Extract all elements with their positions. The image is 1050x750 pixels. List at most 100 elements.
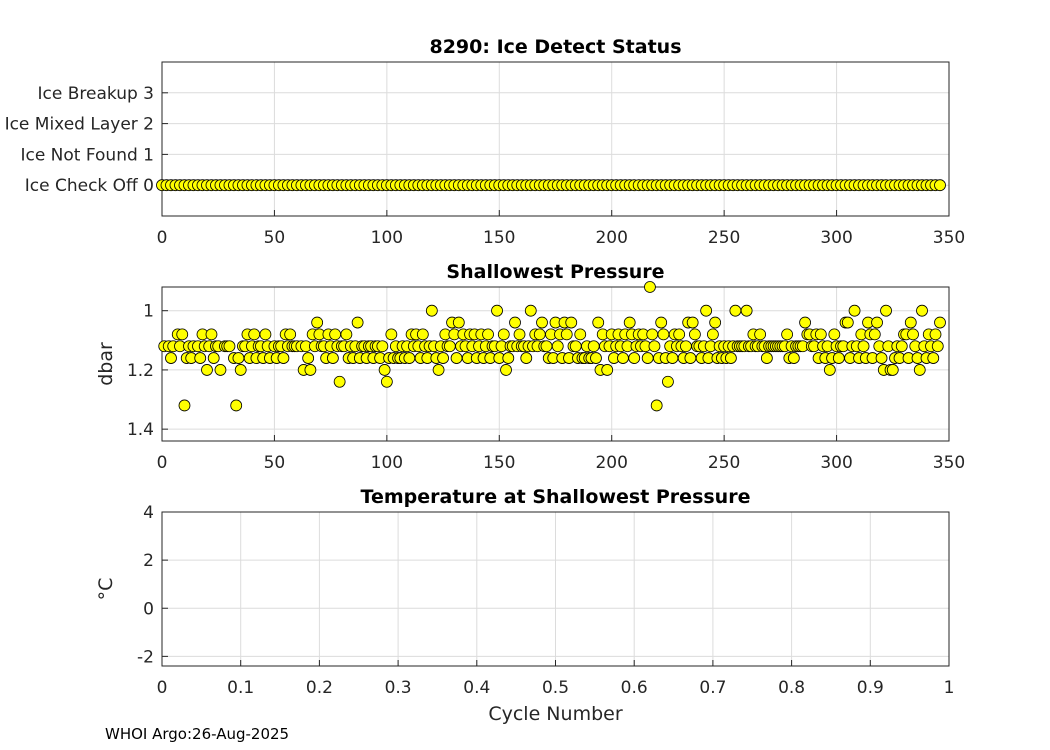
plot-area: [161, 61, 950, 217]
data-point: [165, 352, 177, 364]
data-point: [648, 340, 661, 353]
data-point: [686, 316, 699, 329]
data-point: [284, 328, 297, 341]
chart-title: Temperature at Shallowest Pressure: [361, 486, 751, 508]
data-point: [329, 328, 342, 341]
data-point: [895, 340, 908, 353]
y-tick-label: 1: [143, 302, 154, 322]
x-tick-label: 50: [264, 453, 286, 473]
data-point: [700, 304, 713, 317]
data-point: [781, 328, 794, 341]
data-point: [886, 364, 899, 376]
data-point: [540, 340, 553, 353]
y-tick-label: 0: [143, 599, 154, 619]
data-point: [617, 352, 629, 364]
data-point: [684, 352, 697, 364]
y-axis-label: °C: [95, 578, 117, 601]
y-tick-label: -2: [137, 647, 154, 667]
data-point: [376, 340, 389, 353]
data-point: [248, 328, 261, 341]
data-point: [223, 340, 236, 353]
data-point: [520, 352, 533, 364]
data-point: [497, 328, 510, 341]
plot-frame: [161, 61, 950, 217]
data-point: [641, 352, 654, 364]
chart-title: 8290: Ice Detect Status: [429, 36, 681, 58]
data-point: [650, 399, 663, 412]
data-point: [707, 328, 719, 341]
y-tick-label: 1.4: [127, 420, 154, 440]
data-point: [680, 340, 692, 353]
data-point: [311, 316, 324, 329]
chart-pressure: 0 50 100 150 200 250 300 350 1 1.2 1.4 Shallowest P…: [95, 261, 965, 473]
data-point: [709, 316, 722, 329]
data-point: [326, 352, 339, 364]
data-point: [799, 316, 811, 329]
data-point: [574, 328, 587, 341]
x-tick-label: 250: [708, 228, 740, 248]
x-tick-label: 100: [371, 228, 403, 248]
data-point: [214, 364, 227, 376]
data-point: [560, 328, 573, 341]
data-point: [868, 328, 881, 341]
x-tick-label: 200: [595, 228, 627, 248]
data-point: [673, 328, 686, 341]
y-tick-label: 4: [143, 503, 154, 523]
data-point: [787, 352, 800, 364]
data-point: [509, 316, 521, 329]
data-point: [934, 179, 946, 192]
data-point: [689, 328, 701, 341]
data-point: [205, 328, 218, 341]
data-point: [931, 340, 944, 353]
data-point: [628, 352, 641, 364]
data-point: [740, 304, 753, 317]
data-point: [592, 316, 605, 329]
data-point: [655, 316, 668, 329]
data-point: [385, 328, 398, 341]
x-tick-label: 0.6: [621, 678, 648, 698]
x-tick-label: 0.8: [778, 678, 805, 698]
data-point: [814, 328, 827, 341]
data-point: [565, 316, 578, 329]
x-tick-label: 350: [933, 453, 965, 473]
data-point: [871, 316, 883, 329]
chart-title: Shallowest Pressure: [446, 261, 664, 283]
data-point: [904, 316, 917, 329]
data-point: [754, 328, 767, 341]
data-point: [230, 399, 243, 412]
x-axis-label: Cycle Number: [488, 703, 622, 725]
x-tick-label: 0: [157, 228, 168, 248]
data-point: [416, 328, 429, 341]
data-point: [178, 399, 191, 412]
plot-area: [161, 286, 950, 442]
x-tick-label: 250: [708, 453, 740, 473]
y-tick-label: Ice Breakup 3: [38, 84, 155, 104]
data-point: [232, 352, 245, 364]
data-point: [760, 352, 773, 364]
data-point: [201, 364, 213, 376]
data-point: [828, 328, 841, 341]
data-point: [302, 352, 315, 364]
data-point: [913, 364, 926, 376]
data-point: [729, 304, 742, 317]
data-point: [657, 328, 670, 341]
data-point: [848, 304, 861, 317]
data-point: [823, 364, 836, 376]
x-tick-label: 300: [820, 453, 852, 473]
data-point: [351, 316, 364, 329]
data-point: [425, 304, 438, 317]
data-point: [437, 352, 449, 364]
data-point: [646, 328, 659, 341]
data-point: [601, 364, 614, 376]
y-tick-label: Ice Not Found 1: [20, 145, 154, 165]
data-point: [927, 352, 940, 364]
data-point: [207, 352, 220, 364]
y-tick-label: 1.2: [127, 361, 154, 381]
x-tick-label: 0.9: [857, 678, 884, 698]
data-point: [880, 304, 892, 317]
data-point: [304, 364, 317, 376]
data-point: [513, 328, 526, 341]
data-point: [333, 375, 346, 388]
chart-ice: 0 50 100 150 200 250 300 350 Ice Check Off 0 Ice …: [5, 36, 966, 248]
